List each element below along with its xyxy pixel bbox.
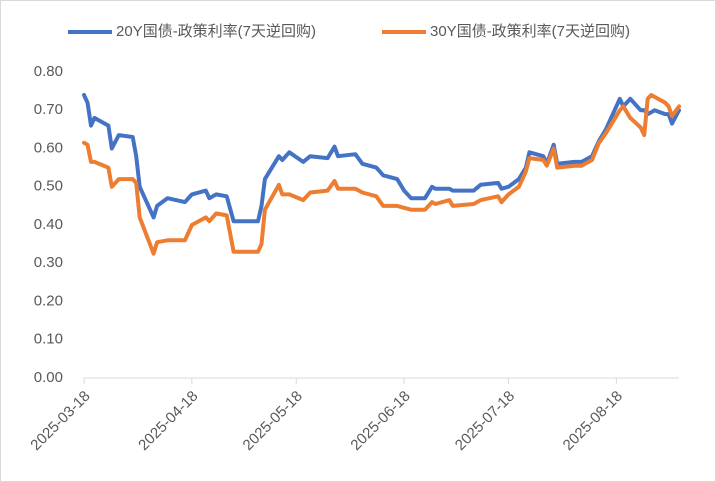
y-tick-label: 0.10 <box>34 331 63 348</box>
legend-label: 20Y国债-政策利率(7天逆回购) <box>116 23 316 40</box>
y-tick-label: 0.60 <box>34 139 63 156</box>
y-tick-label: 0.50 <box>34 178 63 195</box>
y-tick-label: 0.40 <box>34 216 63 233</box>
series-line <box>82 93 681 256</box>
y-tick-label: 0.00 <box>34 369 63 386</box>
y-tick-label: 0.30 <box>34 254 63 271</box>
y-tick-label: 0.70 <box>34 101 63 118</box>
y-tick-label: 0.80 <box>34 63 63 80</box>
series-line <box>82 93 681 224</box>
legend-label: 30Y国债-政策利率(7天逆回购) <box>430 23 630 40</box>
y-tick-label: 0.20 <box>34 292 63 309</box>
